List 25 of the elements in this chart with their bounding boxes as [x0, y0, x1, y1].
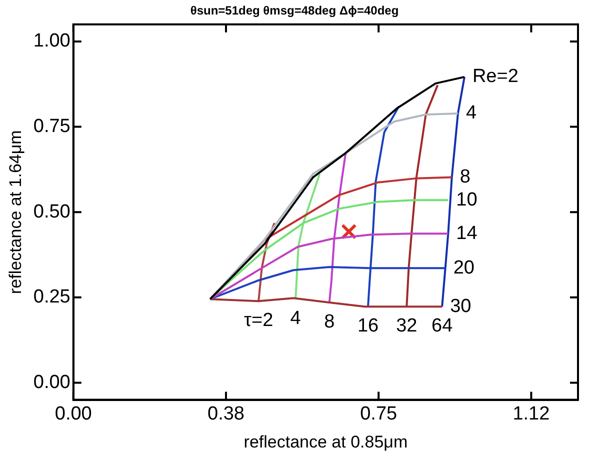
x-tick-label: 1.12: [512, 403, 550, 424]
y-tick-label: 0.75: [33, 116, 70, 138]
series-label: τ=2: [244, 310, 274, 331]
series-label: 32: [396, 315, 418, 336]
series-label: 20: [453, 257, 474, 278]
y-tick-label: 0.00: [33, 372, 70, 393]
x-tick-label: 0.00: [54, 403, 92, 424]
series-label: 30: [450, 296, 472, 317]
y-tick-label: 0.50: [33, 201, 70, 222]
series-label: Re=2: [472, 66, 518, 88]
series-label: 4: [290, 308, 302, 329]
y-tick-label: 1.00: [33, 30, 70, 52]
series-label: 14: [456, 222, 478, 244]
x-axis-title: reflectance at 0.85μm: [244, 432, 408, 452]
x-tick-label: 0.38: [207, 403, 244, 424]
chart-title: θsun=51deg θmsg=48deg Δϕ=40deg: [190, 4, 399, 18]
series-label: 10: [456, 189, 478, 210]
series-label: 8: [460, 166, 470, 188]
series-label: 4: [466, 102, 477, 124]
x-tick-label: 0.75: [360, 403, 398, 424]
series-label: 16: [357, 315, 379, 336]
series-label: 8: [324, 311, 335, 332]
y-tick-label: 0.25: [33, 286, 70, 308]
y-axis-title: reflectance at 1.64μm: [6, 130, 25, 294]
series-label: 64: [432, 315, 454, 336]
